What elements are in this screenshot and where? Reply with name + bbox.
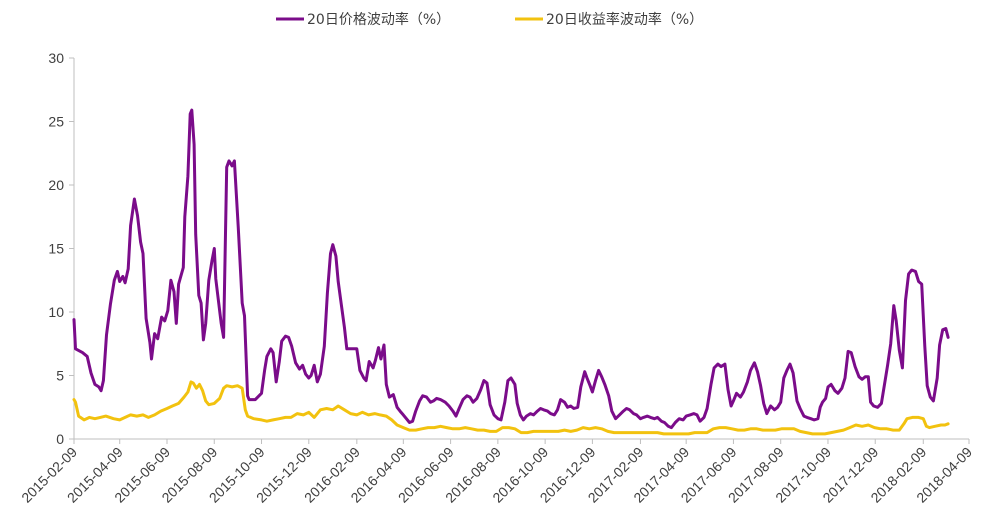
y-tick-label: 0 [56, 431, 64, 447]
legend-item-price-volatility: 20日价格波动率（%） [276, 11, 450, 28]
y-tick-label: 30 [48, 50, 64, 66]
series-line-price-volatility [72, 108, 950, 430]
series-layer [72, 108, 950, 436]
y-tick-label: 15 [48, 241, 64, 257]
y-tick-label: 25 [48, 114, 64, 130]
y-tick-label: 5 [56, 368, 64, 384]
axes: 0510152025302015-02-092015-04-092015-06-… [18, 50, 975, 506]
legend-label-return-volatility: 20日收益率波动率（%） [546, 11, 703, 28]
y-tick-label: 10 [48, 304, 64, 320]
series-line-return-volatility [72, 380, 950, 436]
legend-label-price-volatility: 20日价格波动率（%） [307, 11, 450, 28]
legend: 20日价格波动率（%） 20日收益率波动率（%） [276, 11, 703, 28]
legend-item-return-volatility: 20日收益率波动率（%） [515, 11, 703, 28]
y-tick-label: 20 [48, 177, 64, 193]
